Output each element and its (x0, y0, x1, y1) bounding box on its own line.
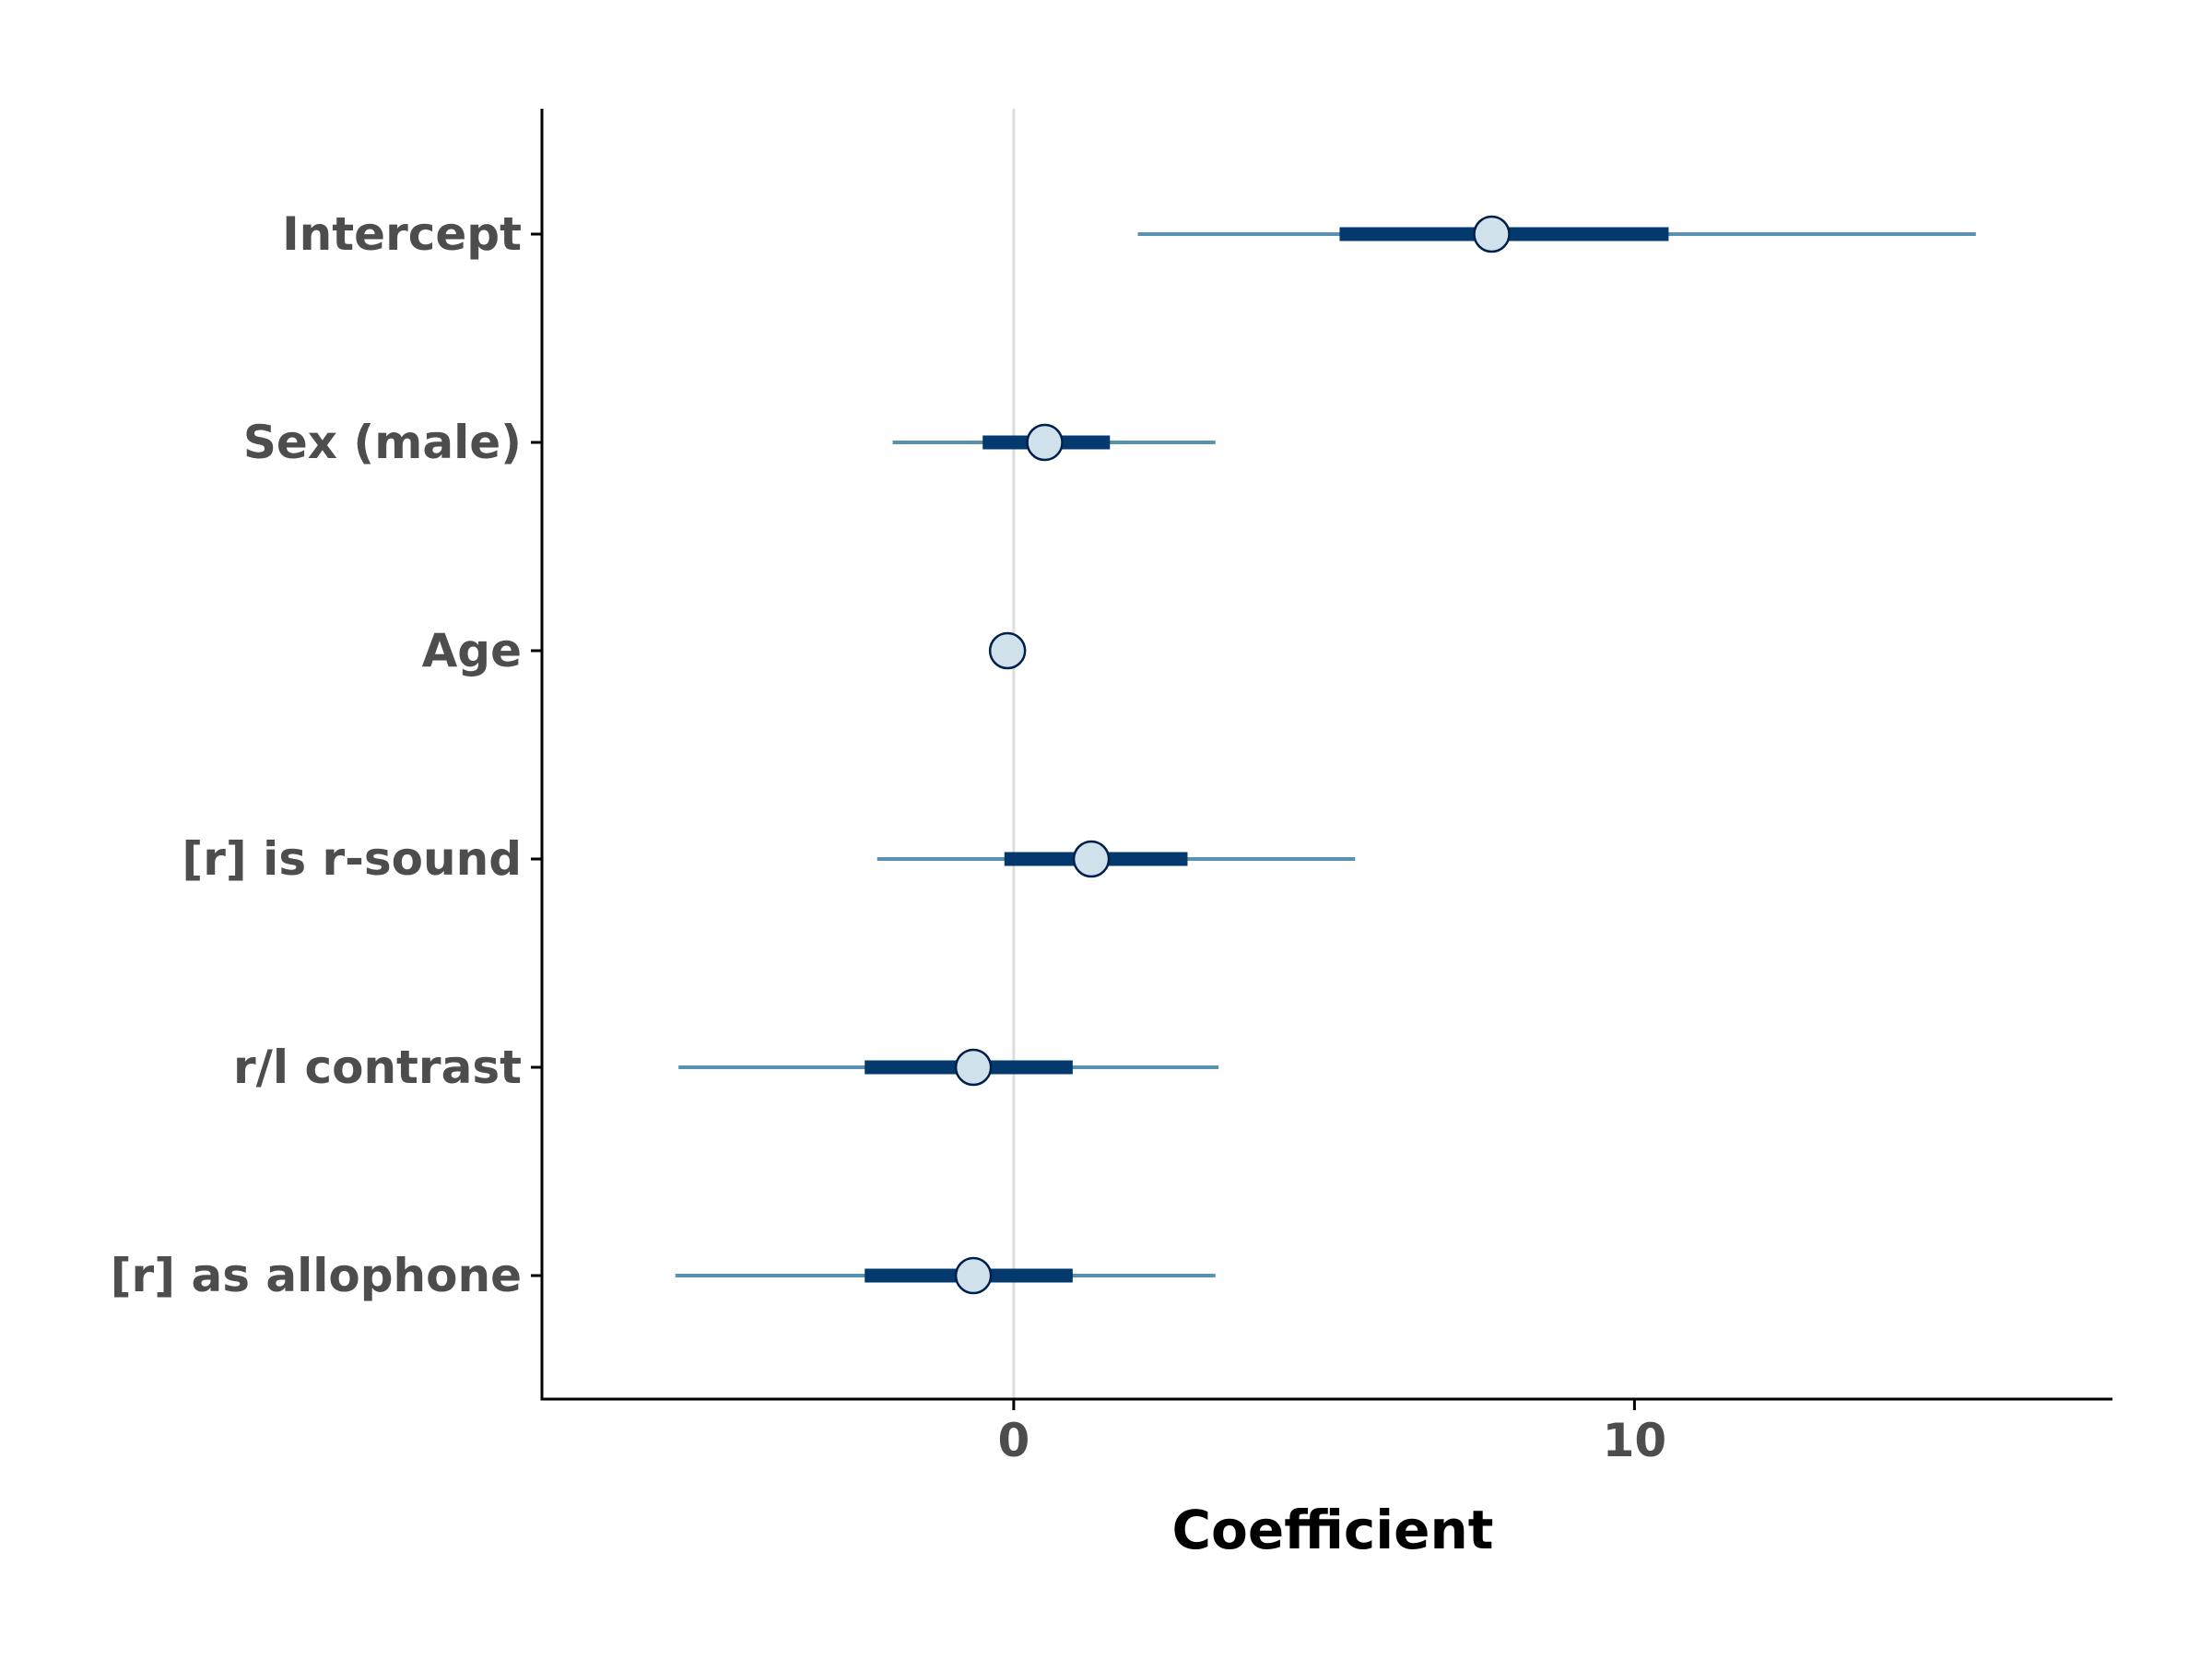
row-4-y-tick-label: [r] is r-sound (182, 832, 522, 886)
row-1-estimate-point (1473, 215, 1511, 253)
row-3-estimate-point (988, 631, 1027, 670)
row-4-estimate-point (1072, 840, 1111, 878)
row-5-estimate-point (954, 1048, 993, 1087)
x-tick-label-0: 0 (997, 1414, 1030, 1467)
row-2-estimate-point (1026, 423, 1064, 462)
row-2-y-tick-label: Sex (male) (243, 416, 522, 469)
estimate-layer (954, 215, 1511, 1295)
axes: Intercept Sex (male) Age [r] is r-sound r/l … (111, 109, 2112, 1467)
row-6-estimate-point (954, 1256, 993, 1295)
row-3-y-tick-label: Age (422, 624, 522, 677)
interval-layer (675, 227, 1976, 1283)
row-1-y-tick-label: Intercept (282, 207, 522, 261)
row-5-y-tick-label: r/l contrast (233, 1041, 522, 1094)
x-tick-label-1: 10 (1603, 1414, 1667, 1467)
x-axis-title: Coefficient (1171, 1499, 1493, 1561)
row-6-y-tick-label: [r] as allophone (111, 1249, 522, 1302)
